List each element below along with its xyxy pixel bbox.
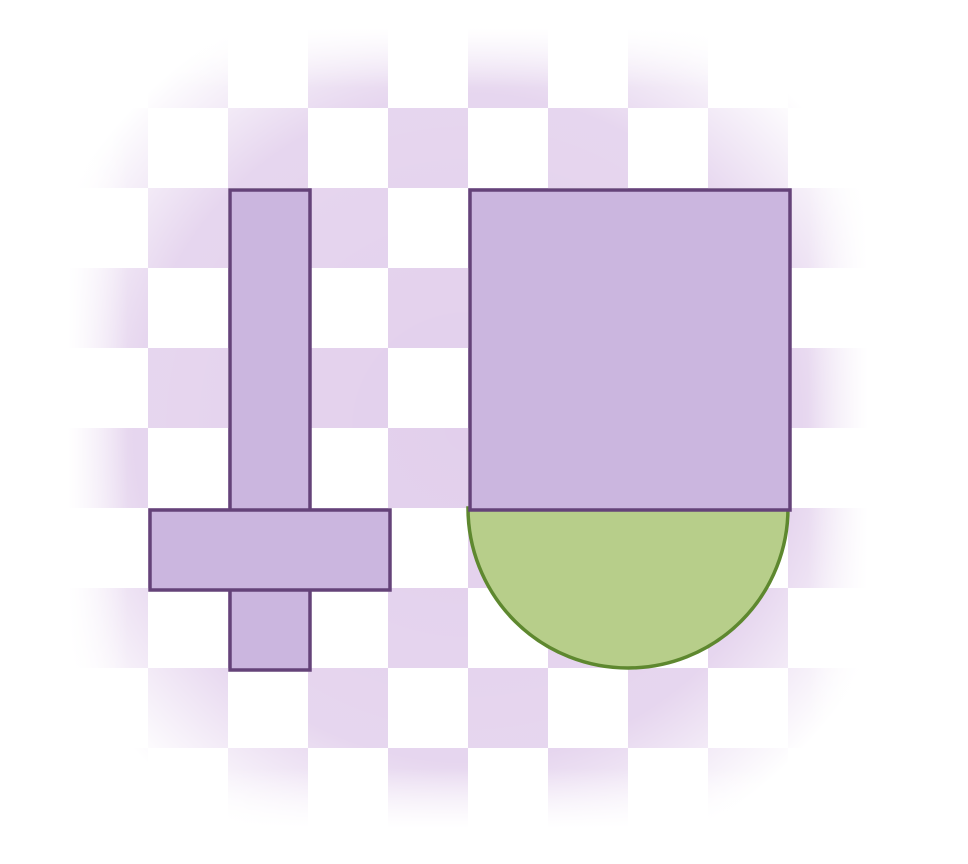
edge-fade-top — [68, 28, 868, 88]
cross-vertical-bar — [228, 188, 312, 672]
cross-horizontal-bar — [148, 508, 392, 592]
half-disc — [466, 506, 790, 670]
large-square — [468, 188, 792, 512]
edge-fade-left — [68, 28, 128, 828]
edge-fade-bottom — [68, 768, 868, 828]
edge-fade-right — [808, 28, 868, 828]
